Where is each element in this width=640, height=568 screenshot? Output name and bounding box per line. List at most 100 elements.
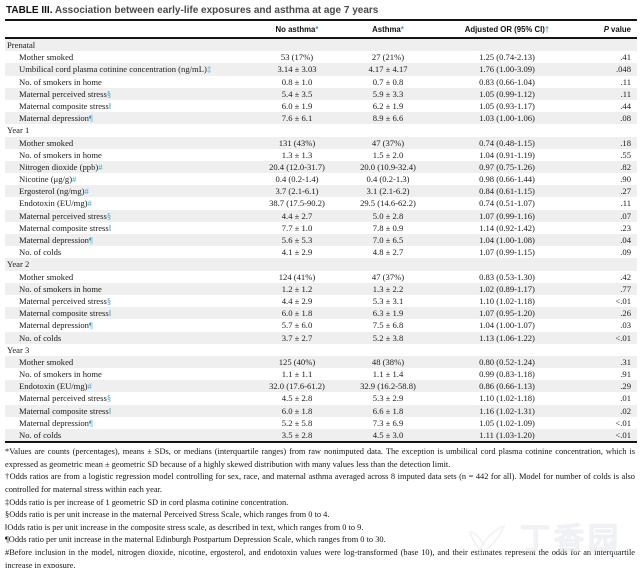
cell-no-asthma: 131 (43%) [278,137,316,148]
row-label: Maternal composite stress‖ [19,222,112,233]
footnote: #Before inclusion in the model, nitrogen… [5,547,635,568]
cell-p-value: <.01 [615,417,631,428]
cell-adjusted-or: 1.04 (0.91-1.19) [479,149,535,160]
section-row: Year 1 [5,124,637,136]
cell-no-asthma: 6.0 ± 1.8 [281,405,313,416]
section-label: Prenatal [7,40,36,50]
row-label: Maternal depression¶ [19,417,93,428]
table-row: No. of colds 3.7 ± 2.7 5.2 ± 3.8 1.13 (1.06… [5,331,637,344]
table-row: No. of smokers in home 1.2 ± 1.2 1.3 ± 2.2… [5,282,637,295]
table-row: Maternal depression¶ 5.7 ± 6.0 7.5 ± 6.8 1.… [5,319,637,331]
footnote-marker: ‖ [108,222,112,233]
cell-p-value: .91 [620,369,631,380]
table-row: Maternal perceived stress§ 4.5 ± 2.8 5.3 ±… [5,392,637,404]
row-label: Maternal composite stress‖ [19,308,112,319]
cell-adjusted-or: 1.13 (1.06-1.22) [479,332,535,343]
row-label: No. of colds [19,332,62,343]
table-row: Maternal composite stress‖ 7.7 ± 1.0 7.8 ±… [5,222,637,234]
cell-adjusted-or: 1.16 (1.02-1.31) [479,405,535,416]
cell-p-value: .29 [620,381,631,392]
cell-adjusted-or: 1.04 (1.00-1.07) [479,320,535,331]
table-row: Endotoxin (EU/mg)# 38.7 (17.5-90.2) 29.5 (… [5,197,637,209]
table-row: Ergosterol (ng/mg)# 3.7 (2.1-6.1) 3.1 (2.1… [5,185,637,198]
cell-no-asthma: 53 (17%) [280,52,314,63]
cell-asthma: 7.3 ± 6.9 [372,417,404,428]
cell-adjusted-or: 1.07 (0.99-1.16) [479,210,535,221]
footnote-marker: # [84,186,89,197]
cell-p-value: .41 [620,52,631,63]
table-row: Nicotine (μg/g)# 0.4 (0.2-1.4) 0.4 (0.2-1.… [5,173,637,185]
cell-p-value: .23 [620,222,631,233]
cell-adjusted-or: 1.04 (1.00-1.08) [479,235,535,245]
cell-adjusted-or: 0.86 (0.66-1.13) [479,381,535,392]
footnote-marker: * [315,24,319,34]
section-row: Year 3 [5,344,637,356]
cell-p-value: .11 [620,198,631,209]
cell-no-asthma: 20.4 (12.0-31.7) [269,161,325,172]
cell-no-asthma: 6.0 ± 1.8 [281,308,313,319]
cell-p-value: .18 [620,137,631,148]
footnote-marker: ¶ [88,235,93,245]
table-row: Maternal perceived stress§ 5.4 ± 3.5 5.9 ±… [5,87,637,100]
cell-no-asthma: 1.3 ± 1.3 [281,149,313,160]
footnote: †Odds ratios are from a logistic regress… [5,472,635,494]
table-row: Nitrogen dioxide (ppb)# 20.4 (12.0-31.7) 2… [5,160,637,174]
row-label: Mother smoked [19,52,74,63]
cell-asthma: 32.9 (16.2-58.8) [360,381,416,392]
cell-adjusted-or: 1.02 (0.89-1.17) [479,283,535,294]
table-row: Mother smoked 124 (41%) 47 (37%) 0.83 (0.53… [5,271,637,283]
cell-p-value: .11 [620,76,631,87]
cell-p-value: <.01 [615,430,631,440]
header-adjusted-or: Adjusted OR (95% CI)† [464,24,550,34]
cell-asthma: 20.0 (10.9-32.4) [360,161,416,172]
cell-p-value: .42 [620,271,631,282]
row-label: Maternal perceived stress§ [19,88,112,99]
cell-adjusted-or: 1.10 (1.02-1.18) [479,295,535,306]
footnote-marker: § [106,88,112,99]
cell-adjusted-or: 0.97 (0.75-1.26) [479,161,535,172]
cell-no-asthma: 6.0 ± 1.9 [281,100,313,111]
cell-no-asthma: 3.7 (2.1-6.1) [275,186,319,197]
table-row: Maternal perceived stress§ 4.4 ± 2.7 5.0 ±… [5,209,637,222]
cell-p-value: .55 [620,149,631,160]
cell-adjusted-or: 0.99 (0.83-1.18) [479,369,535,380]
cell-p-value: .04 [620,235,631,245]
cell-no-asthma: 0.8 ± 1.0 [281,76,313,87]
section-label: Year 3 [7,344,30,355]
cell-asthma: 6.3 ± 1.9 [372,308,404,319]
table-title-text: Association between early-life exposures… [52,5,379,16]
cell-asthma: 0.4 (0.2-1.3) [366,174,410,185]
cell-adjusted-or: 1.07 (0.99-1.15) [479,247,535,258]
cell-no-asthma: 5.7 ± 6.0 [281,320,313,331]
row-label: No. of colds [19,430,62,440]
cell-asthma: 29.5 (14.6-62.2) [360,198,416,209]
cell-asthma: 48 (38%) [371,356,405,367]
row-label: Maternal composite stress‖ [19,100,112,111]
row-label: Maternal perceived stress§ [19,210,112,221]
row-label: No. of smokers in home [19,283,102,294]
table-header-row: No asthma* Asthma* Adjusted OR (95% CI)†… [5,21,637,39]
footnote-marker: ¶ [88,417,93,428]
table-title-label: TABLE III. [6,5,53,16]
cell-asthma: 7.8 ± 0.9 [372,222,404,233]
row-label: Mother smoked [19,137,74,148]
cell-p-value: .31 [620,356,631,367]
cell-adjusted-or: 1.10 (1.02-1.18) [479,393,535,404]
table-row: No. of smokers in home 1.1 ± 1.1 1.1 ± 1.4… [5,368,637,380]
cell-asthma: 7.5 ± 6.8 [372,320,404,331]
cell-no-asthma: 3.5 ± 2.8 [281,430,313,440]
header-asthma: Asthma* [372,24,404,34]
cell-adjusted-or: 1.25 (0.74-2.13) [479,52,535,63]
table-row: Maternal depression¶ 5.6 ± 5.3 7.0 ± 6.5 1.… [5,234,637,247]
cell-adjusted-or: 1.05 (0.99-1.12) [479,88,535,99]
cell-p-value: <.01 [615,332,631,343]
cell-p-value: .02 [620,405,631,416]
row-label: No. of colds [19,247,62,258]
table-row: Maternal composite stress‖ 6.0 ± 1.9 6.2 ±… [5,100,637,112]
row-label: Maternal perceived stress§ [19,393,112,404]
cell-no-asthma: 5.2 ± 5.8 [281,417,313,428]
cell-adjusted-or: 0.83 (0.66-1.04) [479,76,535,87]
cell-no-asthma: 7.7 ± 1.0 [281,222,313,233]
table-row: No. of colds 4.1 ± 2.9 4.8 ± 2.7 1.07 (0.99… [5,246,637,258]
cell-asthma: 4.17 ± 4.17 [368,64,408,75]
